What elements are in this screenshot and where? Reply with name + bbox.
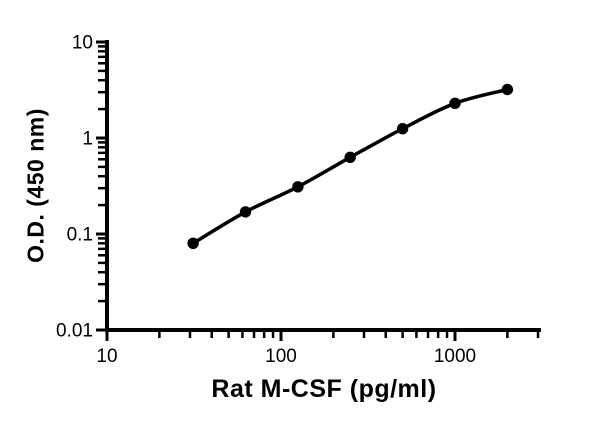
data-point-marker <box>292 181 304 193</box>
data-point-marker <box>344 151 356 163</box>
x-tick-label: 1000 <box>434 346 476 367</box>
y-tick-label: 0.01 <box>56 321 93 342</box>
y-axis-title: O.D. (450 nm) <box>22 108 49 263</box>
x-tick-label: 100 <box>265 346 297 367</box>
standard-curve-line <box>191 87 510 246</box>
x-tick-label: 10 <box>96 346 117 367</box>
y-tick-label: 1 <box>82 129 93 150</box>
data-point-marker <box>239 206 252 218</box>
y-tick-label: 0.1 <box>67 225 93 246</box>
data-point-marker <box>449 97 461 110</box>
data-point-marker <box>396 123 409 135</box>
x-axis-title: Rat M-CSF (pg/ml) <box>211 375 437 403</box>
y-tick-label: 10 <box>72 33 93 54</box>
data-point-marker <box>187 237 199 249</box>
data-point-marker <box>501 83 514 96</box>
